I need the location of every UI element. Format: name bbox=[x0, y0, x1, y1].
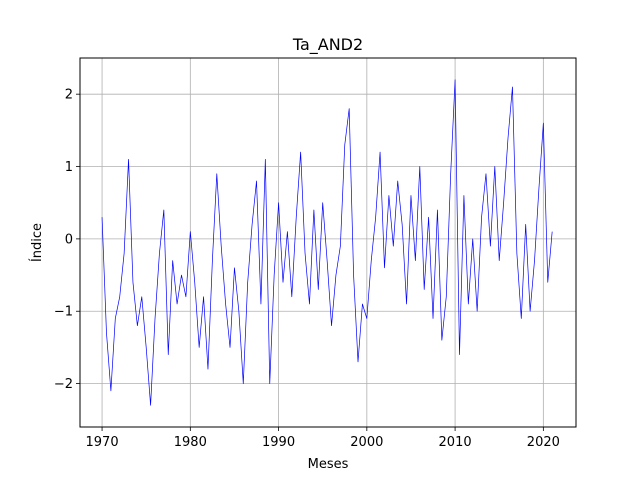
x-tick-label: 2010 bbox=[439, 435, 472, 450]
y-tick-label: −2 bbox=[54, 377, 73, 392]
ticks: 1970 1980 1990 2000 2010 2020 −2 −1 0 1 2 bbox=[54, 88, 560, 450]
grid bbox=[80, 58, 576, 427]
y-axis-label: Índice bbox=[29, 223, 45, 262]
series-line bbox=[101, 79, 553, 406]
x-tick-label: 1990 bbox=[262, 435, 295, 450]
x-tick-label: 2020 bbox=[527, 435, 560, 450]
x-axis-label: Meses bbox=[308, 457, 349, 472]
y-tick-label: −1 bbox=[54, 305, 73, 320]
x-tick-label: 2000 bbox=[350, 435, 383, 450]
x-tick-label: 1970 bbox=[86, 435, 119, 450]
y-tick-label: 0 bbox=[65, 232, 73, 247]
plot-area-frame bbox=[79, 57, 577, 428]
chart-title: Ta_AND2 bbox=[292, 35, 363, 55]
y-tick-label: 1 bbox=[65, 160, 73, 175]
y-tick-label: 2 bbox=[65, 88, 73, 103]
x-tick-label: 1980 bbox=[174, 435, 207, 450]
series-layer bbox=[101, 79, 553, 406]
